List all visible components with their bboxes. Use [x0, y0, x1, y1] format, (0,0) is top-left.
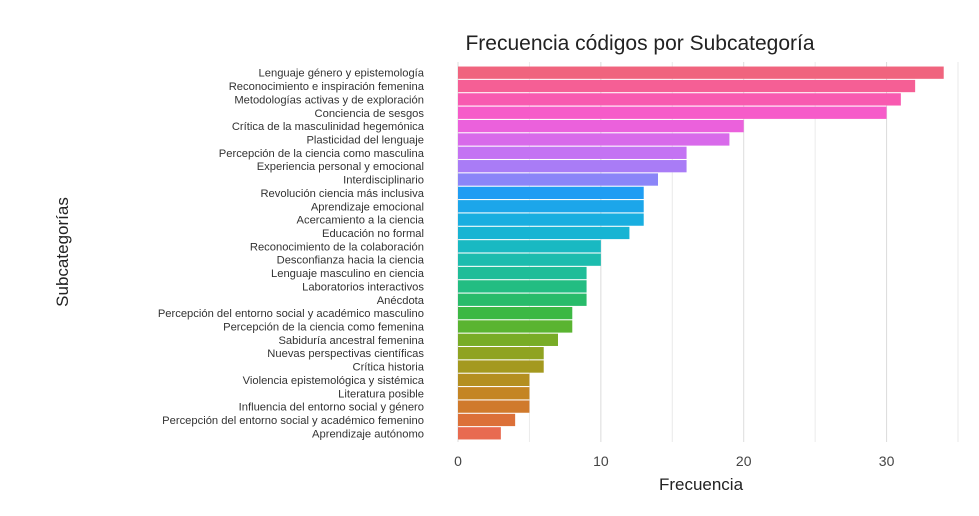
category-label: Interdisciplinario	[343, 175, 424, 187]
bar	[458, 427, 501, 440]
category-label: Percepción del entorno social y académic…	[158, 308, 424, 320]
bar	[458, 226, 630, 240]
bar	[458, 373, 530, 387]
y-axis-title: Subcategorías	[53, 197, 72, 307]
category-label: Conciencia de sesgos	[315, 108, 425, 120]
bar	[458, 320, 573, 333]
x-tick-label: 0	[454, 453, 462, 469]
bar	[458, 133, 730, 146]
category-label: Nuevas perspectivas científicas	[267, 348, 424, 360]
bar	[458, 160, 687, 173]
bar	[458, 306, 573, 320]
bar	[458, 333, 558, 346]
category-label: Reconocimiento de la colaboración	[250, 241, 424, 253]
bar	[458, 119, 744, 133]
category-label: Laboratorios interactivos	[302, 281, 424, 293]
bar	[458, 200, 644, 213]
bar	[458, 66, 944, 79]
x-axis-ticks: 0 10 20 30	[454, 453, 894, 469]
bar	[458, 360, 544, 373]
category-label: Aprendizaje emocional	[311, 201, 424, 213]
category-label: Sabiduría ancestral femenina	[278, 335, 424, 347]
category-label: Reconocimiento e inspiración femenina	[229, 81, 425, 93]
bar	[458, 293, 587, 306]
bar	[458, 400, 530, 413]
category-label: Aprendizaje autónomo	[312, 428, 424, 440]
category-label: Influencia del entorno social y género	[239, 402, 424, 414]
bar	[458, 240, 601, 253]
bar	[458, 253, 601, 266]
category-label: Metodologías activas y de exploración	[234, 94, 424, 106]
bar	[458, 146, 687, 159]
bar	[458, 413, 516, 427]
category-label: Percepción de la ciencia como masculina	[219, 148, 425, 160]
category-labels: Lenguaje género y epistemologíaReconocim…	[158, 68, 425, 441]
bar	[458, 79, 916, 93]
category-label: Acercamiento a la ciencia	[297, 215, 425, 227]
category-label: Experiencia personal y emocional	[257, 161, 424, 173]
category-label: Anécdota	[377, 295, 425, 307]
category-label: Desconfianza hacia la ciencia	[277, 255, 425, 267]
category-label: Educación no formal	[322, 228, 424, 240]
category-label: Lenguaje género y epistemología	[259, 68, 425, 80]
category-label: Crítica de la masculinidad hegemónica	[232, 121, 425, 133]
bar	[458, 213, 644, 226]
bar	[458, 186, 644, 200]
bar	[458, 280, 587, 293]
bar	[458, 266, 587, 280]
category-label: Crítica historia	[353, 362, 425, 374]
category-label: Lenguaje masculino en ciencia	[271, 268, 425, 280]
category-label: Literatura posible	[338, 388, 424, 400]
category-label: Plasticidad del lenguaje	[306, 134, 424, 146]
category-label: Violencia epistemológica y sistémica	[243, 375, 425, 387]
bar	[458, 106, 887, 119]
bar	[458, 173, 658, 186]
chart-title: Frecuencia códigos por Subcategoría	[465, 32, 814, 55]
category-label: Revolución ciencia más inclusiva	[260, 188, 424, 200]
bars	[458, 66, 944, 440]
bar	[458, 347, 544, 360]
x-tick-label: 20	[736, 453, 752, 469]
x-tick-label: 30	[879, 453, 895, 469]
x-tick-label: 10	[593, 453, 609, 469]
category-label: Percepción de la ciencia como femenina	[223, 321, 425, 333]
bar	[458, 93, 901, 106]
x-axis-title: Frecuencia	[659, 475, 744, 494]
bar	[458, 387, 530, 400]
category-label: Percepción del entorno social y académic…	[162, 415, 424, 427]
